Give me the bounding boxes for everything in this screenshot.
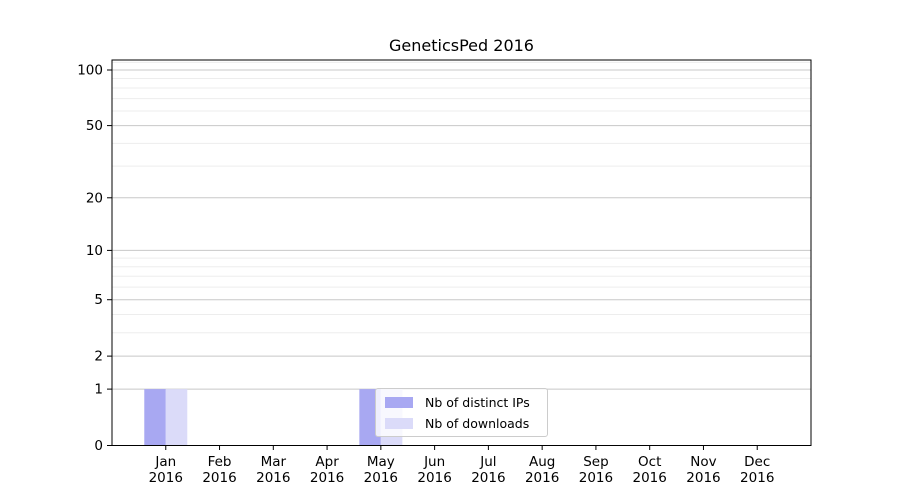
legend-item-distinct-ips: Nb of distinct IPs bbox=[376, 392, 547, 412]
x-tick-label-year: 2016 bbox=[633, 470, 667, 486]
x-tick-label-year: 2016 bbox=[364, 470, 398, 486]
bar-downloads bbox=[165, 389, 188, 446]
y-tick-label: 20 bbox=[86, 190, 103, 206]
y-tick-label: 50 bbox=[86, 118, 103, 134]
legend-swatch-distinct-ips bbox=[385, 396, 413, 408]
x-tick-label-month: Jul bbox=[479, 454, 496, 470]
x-tick-label-year: 2016 bbox=[579, 470, 613, 486]
y-tick-label: 10 bbox=[86, 243, 103, 259]
y-tick-label: 0 bbox=[94, 438, 103, 454]
y-tick-label: 5 bbox=[94, 292, 103, 308]
x-tick-label-year: 2016 bbox=[525, 470, 559, 486]
x-tick-label-month: Mar bbox=[261, 454, 287, 470]
x-tick-label-month: Aug bbox=[529, 454, 555, 470]
legend-item-downloads: Nb of downloads bbox=[376, 413, 547, 433]
x-tick-label-month: Sep bbox=[583, 454, 608, 470]
y-tick-label: 1 bbox=[94, 382, 103, 398]
x-tick-label-year: 2016 bbox=[256, 470, 290, 486]
x-tick-label-month: May bbox=[367, 454, 395, 470]
x-tick-label-year: 2016 bbox=[740, 470, 774, 486]
x-tick-label-year: 2016 bbox=[471, 470, 505, 486]
x-tick-label-year: 2016 bbox=[686, 470, 720, 486]
legend-label-distinct-ips: Nb of distinct IPs bbox=[425, 394, 530, 410]
x-tick-label-month: Jun bbox=[423, 454, 445, 470]
legend-label-downloads: Nb of downloads bbox=[425, 415, 530, 431]
y-tick-label: 2 bbox=[94, 349, 103, 365]
x-tick-label-month: Oct bbox=[638, 454, 661, 470]
x-tick-label-year: 2016 bbox=[417, 470, 451, 486]
legend-swatch-downloads bbox=[385, 417, 413, 429]
x-tick-label-month: Dec bbox=[744, 454, 770, 470]
x-tick-label-month: Nov bbox=[690, 454, 716, 470]
legend: Nb of distinct IPs Nb of downloads bbox=[375, 388, 548, 437]
y-tick-label: 100 bbox=[77, 63, 103, 79]
x-tick-label-year: 2016 bbox=[149, 470, 183, 486]
x-tick-label-month: Apr bbox=[315, 454, 339, 470]
x-tick-label-month: Jan bbox=[154, 454, 176, 470]
x-tick-label-month: Feb bbox=[208, 454, 232, 470]
plot-frame bbox=[111, 59, 812, 446]
x-tick-label-year: 2016 bbox=[310, 470, 344, 486]
chart-title: GeneticsPed 2016 bbox=[389, 36, 534, 55]
bar-distinct-ips bbox=[144, 389, 166, 446]
x-tick-label-year: 2016 bbox=[202, 470, 236, 486]
